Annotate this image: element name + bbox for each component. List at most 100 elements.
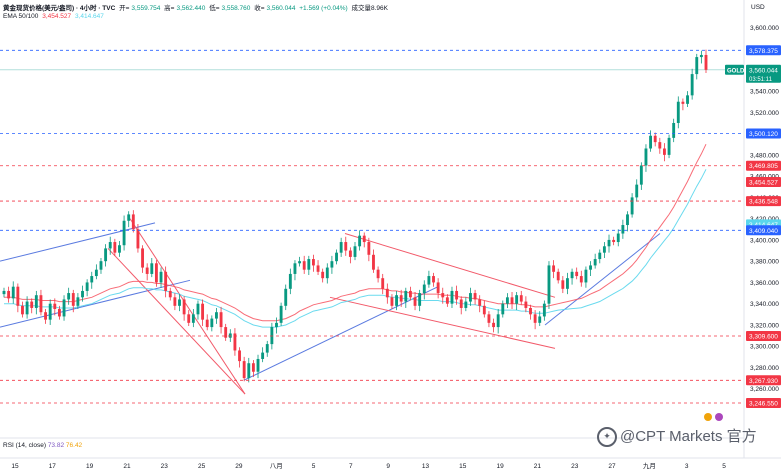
candle-body	[307, 259, 311, 270]
candle-body	[441, 293, 445, 298]
ema-legend[interactable]: EMA 50/100 3,454.527 3,414.647	[3, 13, 106, 20]
logo-icon: ✦	[597, 427, 617, 448]
x-tick-label: 25	[198, 463, 206, 470]
x-tick-label: 23	[161, 463, 169, 470]
x-tick-label: 21	[123, 463, 131, 470]
candle-body	[34, 295, 38, 308]
y-tick-label: 3,260.000	[750, 386, 779, 393]
candle-body	[413, 297, 417, 306]
x-tick-label: 23	[571, 463, 579, 470]
candle-body	[602, 246, 606, 253]
candle-body	[11, 286, 15, 299]
candle-body	[53, 303, 57, 310]
x-tick-label: 19	[86, 463, 94, 470]
symbol-title[interactable]: 黄金现货价格(美元/盎司) · 4小时 · TVC	[3, 5, 116, 12]
candle-body	[436, 282, 440, 294]
candle-body	[529, 307, 532, 315]
candle-body	[570, 271, 574, 279]
x-tick-label: 29	[235, 463, 243, 470]
y-tick-label: 3,360.000	[750, 280, 779, 287]
candle-body	[487, 314, 491, 323]
candle-body	[298, 261, 302, 264]
rsi-legend[interactable]: RSI (14, close) 73.82 76.42	[3, 442, 82, 449]
candle-body	[607, 239, 611, 247]
candle-body	[408, 290, 412, 298]
x-tick-label: 5	[722, 463, 726, 470]
candle-body	[228, 333, 232, 338]
candle-body	[48, 303, 52, 320]
candle-body	[478, 299, 482, 306]
candle-body	[344, 242, 348, 251]
candle-body	[376, 269, 380, 279]
candle-body	[418, 293, 422, 306]
candle-body	[168, 290, 172, 298]
candle-body	[316, 265, 320, 272]
candle-body	[390, 297, 394, 306]
price-tag-text: 3,454.527	[749, 179, 778, 186]
candle-body	[699, 54, 703, 58]
candle-body	[196, 303, 200, 315]
candle-body	[492, 322, 495, 328]
candle-body	[538, 316, 542, 323]
candle-body	[395, 295, 398, 306]
candle-body	[584, 269, 588, 283]
candle-body	[90, 276, 94, 283]
candle-body	[173, 297, 177, 306]
event-icon	[704, 413, 712, 421]
x-tick-label: 九月	[643, 461, 656, 470]
event-icon	[715, 413, 723, 421]
candle-body	[284, 288, 288, 306]
candle-body	[104, 248, 108, 262]
rsi-value-1: 73.82	[47, 442, 65, 449]
symbol-tag	[725, 64, 744, 75]
candle-body	[251, 363, 255, 372]
candle-body	[635, 184, 639, 198]
candle-body	[598, 252, 602, 260]
x-tick-label: 19	[496, 463, 504, 470]
candle-body	[459, 299, 463, 308]
rsi-value-2: 76.42	[65, 442, 83, 449]
candle-body	[385, 288, 389, 298]
candle-body	[695, 57, 699, 75]
candle-body	[547, 265, 551, 304]
candle-body	[275, 322, 278, 328]
candle-body	[616, 233, 620, 243]
price-tag-text: 3,309.600	[749, 334, 778, 341]
price-tag	[746, 196, 781, 207]
watermark: ✦ @CPT Markets 官方	[597, 425, 757, 448]
candle-body	[71, 293, 75, 306]
candle-body	[501, 303, 505, 315]
x-tick-label: 3	[685, 463, 689, 470]
candle-body	[372, 254, 375, 270]
candle-body	[164, 271, 168, 291]
candle-body	[593, 259, 597, 266]
candle-body	[566, 278, 569, 289]
y-tick-label: 3,320.000	[750, 322, 779, 329]
candle-body	[131, 214, 135, 230]
currency-label: USD	[751, 4, 765, 11]
candle-body	[621, 225, 625, 234]
candle-body	[39, 295, 43, 313]
candle-body	[445, 297, 449, 304]
candle-body	[159, 271, 163, 283]
trend-line	[329, 296, 556, 349]
y-tick-label: 3,380.000	[750, 259, 779, 266]
x-tick-label: 17	[49, 463, 57, 470]
candle-body	[325, 267, 329, 279]
trend-line	[344, 233, 556, 298]
candle-body	[381, 278, 385, 289]
candle-body	[510, 297, 514, 304]
candle-body	[653, 135, 657, 143]
candle-body	[210, 318, 214, 328]
x-tick-label: 15	[11, 463, 19, 470]
price-tag	[746, 225, 781, 236]
candle-body	[542, 303, 546, 317]
candle-body	[94, 269, 98, 277]
candle-body	[404, 290, 408, 302]
candle-body	[288, 273, 292, 289]
candle-body	[62, 299, 66, 317]
symbol-header: 黄金现货价格(美元/盎司) · 4小时 · TVC 开= 3,559.754 高=…	[3, 2, 390, 12]
watermark-text: @CPT Markets 官方	[620, 428, 757, 445]
candle-body	[589, 265, 592, 270]
